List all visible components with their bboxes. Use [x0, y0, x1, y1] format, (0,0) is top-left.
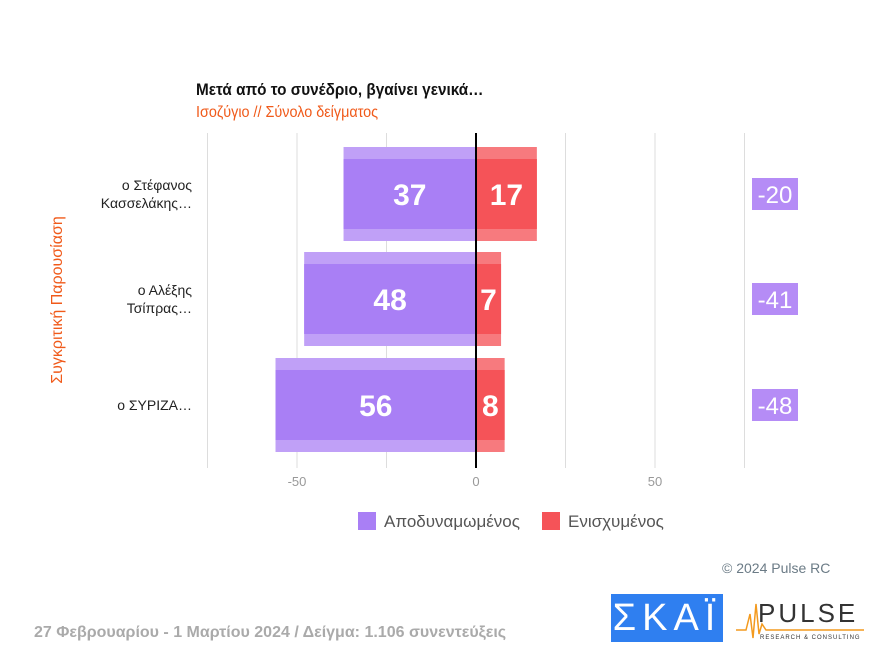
- balance-label: -41: [758, 287, 793, 314]
- bar-weakened: [343, 159, 476, 229]
- bar-strengthened: [476, 370, 505, 440]
- chart-subtitle: Ισοζύγιο // Σύνολο δείγματος: [196, 104, 379, 121]
- category-label: ο Αλέξης: [138, 282, 193, 298]
- balance-label: -48: [758, 393, 793, 420]
- x-tick-label: 0: [472, 474, 479, 489]
- balance-box: [752, 389, 798, 421]
- data-label: 8: [482, 390, 499, 423]
- svg-text:PULSE: PULSE: [758, 598, 858, 628]
- balance-label: -20: [758, 182, 793, 209]
- x-tick-label: -50: [288, 474, 307, 489]
- legend-label: Αποδυναμωμένος: [384, 512, 520, 531]
- bar-strengthened: [476, 159, 537, 229]
- data-label: 48: [373, 284, 406, 317]
- data-label: 17: [490, 179, 523, 212]
- svg-text:RESEARCH & CONSULTING: RESEARCH & CONSULTING: [760, 635, 861, 641]
- data-label: 56: [359, 390, 392, 423]
- balance-box: [752, 283, 798, 315]
- pulse-logo: PULSE RESEARCH & CONSULTING: [736, 598, 864, 641]
- footer-info: 27 Φεβρουαρίου - 1 Μαρτίου 2024 / Δείγμα…: [34, 624, 507, 641]
- bar-strengthened: [476, 264, 502, 334]
- x-tick-label: 50: [648, 474, 662, 489]
- balance-box: [752, 178, 798, 210]
- category-label: Τσίπρας…: [127, 300, 192, 316]
- copyright: © 2024 Pulse RC: [722, 560, 831, 576]
- data-label: 7: [480, 284, 497, 317]
- category-label: ο Στέφανος: [122, 177, 192, 193]
- category-label: Κασσελάκης…: [101, 195, 192, 211]
- skai-logo: ΣΚΑΪ: [611, 594, 723, 642]
- bar-weakened: [304, 264, 476, 334]
- chart: -50 0 50 ο Στέφανος Κασσελάκης… 37 17 -20 ο Αλέξ…: [101, 133, 798, 531]
- data-label: 37: [393, 179, 426, 212]
- legend-swatch-strengthened: [542, 512, 560, 530]
- legend-swatch-weakened: [358, 512, 376, 530]
- chart-title: Μετά από το συνέδριο, βγαίνει γενικά…: [196, 80, 484, 99]
- bar-weakened: [275, 370, 476, 440]
- legend-label: Ενισχυμένος: [568, 512, 664, 531]
- category-label: ο ΣΥΡΙΖΑ…: [117, 397, 192, 413]
